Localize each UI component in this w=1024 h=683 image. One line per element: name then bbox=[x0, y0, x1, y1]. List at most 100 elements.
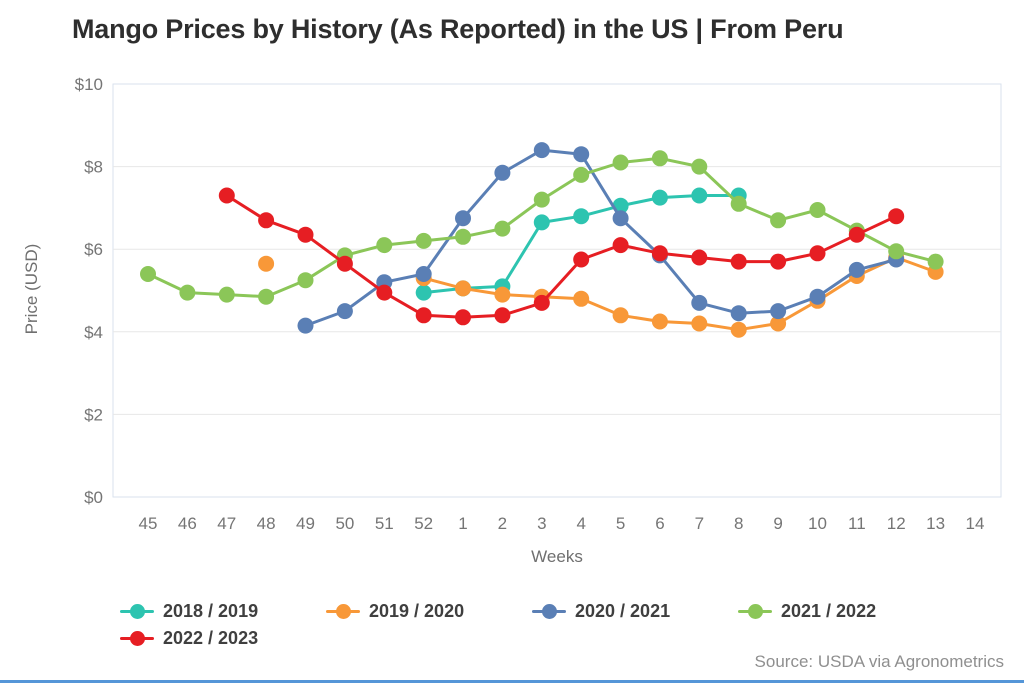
legend-item-2019-2020[interactable]: 2019 / 2020 bbox=[326, 598, 532, 624]
data-point-2019-2020-wk2[interactable] bbox=[494, 286, 511, 303]
x-tick-label: 14 bbox=[966, 514, 985, 533]
data-point-2022-2023-wk8[interactable] bbox=[730, 253, 747, 270]
plot-border bbox=[112, 83, 1002, 498]
data-point-2022-2023-wk1[interactable] bbox=[455, 309, 471, 326]
data-point-2019-2020-wk6[interactable] bbox=[651, 313, 668, 330]
x-tick-label: 10 bbox=[808, 514, 827, 533]
data-point-2020-2021-wk11[interactable] bbox=[848, 261, 865, 278]
data-point-2021-2022-wk52[interactable] bbox=[415, 232, 432, 249]
x-tick-label: 13 bbox=[926, 514, 945, 533]
data-point-2022-2023-wk10[interactable] bbox=[809, 245, 826, 262]
data-point-2021-2022-wk1[interactable] bbox=[455, 228, 471, 245]
x-tick-label: 3 bbox=[537, 514, 546, 533]
data-point-2019-2020-wk1[interactable] bbox=[455, 280, 471, 297]
legend-item-2021-2022[interactable]: 2021 / 2022 bbox=[738, 598, 944, 624]
data-point-2020-2021-wk7[interactable] bbox=[691, 294, 708, 311]
y-tick-label: $6 bbox=[84, 240, 103, 259]
x-tick-label: 9 bbox=[773, 514, 782, 533]
data-point-2021-2022-wk2[interactable] bbox=[494, 220, 511, 237]
legend-label: 2018 / 2019 bbox=[163, 600, 259, 621]
data-point-2022-2023-wk4[interactable] bbox=[573, 251, 590, 268]
legend-item-2018-2019[interactable]: 2018 / 2019 bbox=[120, 598, 326, 624]
x-tick-label: 4 bbox=[576, 514, 585, 533]
data-point-2020-2021-wk49[interactable] bbox=[297, 317, 314, 334]
data-point-2019-2020-wk5[interactable] bbox=[612, 307, 629, 324]
x-tick-label: 11 bbox=[848, 514, 866, 533]
data-point-2022-2023-wk12[interactable] bbox=[888, 208, 905, 225]
y-tick-label: $4 bbox=[84, 323, 103, 342]
bottom-border-bar bbox=[0, 680, 1024, 683]
data-point-2022-2023-wk51[interactable] bbox=[376, 284, 393, 301]
data-point-2022-2023-wk2[interactable] bbox=[494, 307, 511, 324]
data-point-2020-2021-wk10[interactable] bbox=[809, 288, 826, 305]
data-point-2018-2019-wk4[interactable] bbox=[573, 208, 590, 225]
data-point-2021-2022-wk7[interactable] bbox=[691, 158, 708, 175]
data-point-2022-2023-wk7[interactable] bbox=[691, 249, 708, 266]
y-axis-title: Price (USD) bbox=[22, 243, 41, 335]
x-axis-title: Weeks bbox=[531, 547, 583, 566]
data-point-2018-2019-wk7[interactable] bbox=[691, 187, 708, 204]
x-tick-label: 12 bbox=[887, 514, 906, 533]
data-point-2022-2023-wk5[interactable] bbox=[612, 237, 629, 254]
data-point-2018-2019-wk6[interactable] bbox=[651, 189, 668, 206]
legend-label: 2022 / 2023 bbox=[163, 627, 259, 648]
data-point-2021-2022-wk8[interactable] bbox=[730, 195, 747, 212]
x-tick-label: 47 bbox=[217, 514, 236, 533]
page-title: Mango Prices by History (As Reported) in… bbox=[72, 14, 844, 44]
data-point-2020-2021-wk5[interactable] bbox=[612, 210, 629, 227]
data-point-2021-2022-wk12[interactable] bbox=[888, 243, 905, 260]
data-point-2021-2022-wk51[interactable] bbox=[376, 237, 393, 254]
x-tick-label: 5 bbox=[616, 514, 625, 533]
data-point-2019-2020-wk4[interactable] bbox=[573, 290, 590, 307]
data-point-2019-2020-wk48[interactable] bbox=[258, 255, 275, 272]
data-point-2020-2021-wk1[interactable] bbox=[455, 210, 471, 227]
legend-marker-icon bbox=[120, 630, 154, 646]
data-point-2022-2023-wk49[interactable] bbox=[297, 226, 314, 243]
legend-item-2022-2023[interactable]: 2022 / 2023 bbox=[120, 625, 326, 651]
legend-label: 2021 / 2022 bbox=[781, 600, 877, 621]
x-tick-label: 7 bbox=[695, 514, 704, 533]
data-point-2021-2022-wk13[interactable] bbox=[927, 253, 944, 270]
data-point-2021-2022-wk47[interactable] bbox=[218, 286, 235, 303]
y-tick-label: $10 bbox=[75, 75, 103, 94]
data-point-2020-2021-wk52[interactable] bbox=[415, 266, 432, 282]
data-point-2022-2023-wk48[interactable] bbox=[258, 212, 275, 229]
data-point-2019-2020-wk8[interactable] bbox=[730, 321, 747, 338]
data-point-2020-2021-wk3[interactable] bbox=[533, 142, 550, 159]
data-point-2021-2022-wk46[interactable] bbox=[179, 284, 196, 301]
data-point-2022-2023-wk3[interactable] bbox=[533, 294, 550, 311]
data-point-2021-2022-wk10[interactable] bbox=[809, 202, 826, 218]
data-point-2018-2019-wk3[interactable] bbox=[533, 214, 550, 231]
x-tick-label: 6 bbox=[655, 514, 664, 533]
data-point-2021-2022-wk4[interactable] bbox=[573, 166, 590, 183]
data-point-2022-2023-wk11[interactable] bbox=[848, 226, 865, 243]
data-point-2021-2022-wk9[interactable] bbox=[770, 212, 787, 229]
source-note: Source: USDA via Agronometrics bbox=[754, 652, 1004, 671]
y-tick-label: $2 bbox=[84, 405, 103, 424]
data-point-2022-2023-wk50[interactable] bbox=[336, 255, 353, 272]
data-point-2018-2019-wk52[interactable] bbox=[415, 284, 432, 301]
data-point-2022-2023-wk6[interactable] bbox=[651, 245, 668, 262]
data-point-2020-2021-wk8[interactable] bbox=[730, 305, 747, 322]
data-point-2021-2022-wk3[interactable] bbox=[533, 191, 550, 208]
data-point-2019-2020-wk9[interactable] bbox=[770, 315, 787, 332]
data-point-2019-2020-wk7[interactable] bbox=[691, 315, 708, 332]
data-point-2020-2021-wk2[interactable] bbox=[494, 164, 511, 181]
data-point-2020-2021-wk50[interactable] bbox=[336, 303, 353, 320]
legend-item-2020-2021[interactable]: 2020 / 2021 bbox=[532, 598, 738, 624]
data-point-2020-2021-wk4[interactable] bbox=[573, 146, 590, 163]
data-point-2022-2023-wk9[interactable] bbox=[770, 253, 787, 270]
data-point-2021-2022-wk6[interactable] bbox=[651, 150, 668, 167]
data-point-2021-2022-wk49[interactable] bbox=[297, 272, 314, 289]
data-point-2022-2023-wk52[interactable] bbox=[415, 307, 432, 324]
x-tick-label: 50 bbox=[335, 514, 354, 533]
x-tick-label: 51 bbox=[375, 514, 394, 533]
data-point-2021-2022-wk48[interactable] bbox=[258, 288, 275, 305]
data-point-2021-2022-wk45[interactable] bbox=[140, 266, 156, 282]
data-point-2020-2021-wk9[interactable] bbox=[770, 303, 787, 320]
data-point-2022-2023-wk47[interactable] bbox=[218, 187, 235, 204]
x-tick-label: 52 bbox=[414, 514, 433, 533]
x-tick-label: 2 bbox=[498, 514, 507, 533]
data-point-2021-2022-wk5[interactable] bbox=[612, 154, 629, 171]
